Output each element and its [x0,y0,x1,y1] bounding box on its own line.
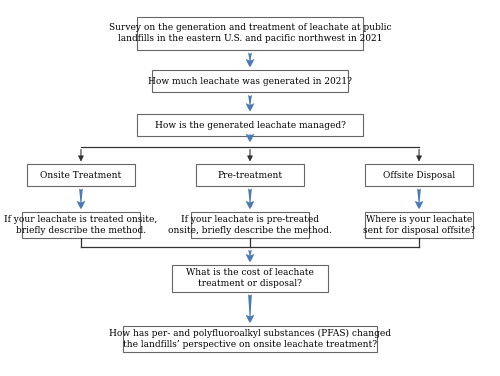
FancyBboxPatch shape [152,70,348,92]
FancyBboxPatch shape [122,326,378,352]
Text: How is the generated leachate managed?: How is the generated leachate managed? [154,121,346,130]
Text: How has per- and polyfluoroalkyl substances (PFAS) changed
the landfills’ perspe: How has per- and polyfluoroalkyl substan… [109,329,391,349]
FancyBboxPatch shape [138,114,362,136]
Text: How much leachate was generated in 2021?: How much leachate was generated in 2021? [148,77,352,86]
Text: Onsite Treatment: Onsite Treatment [40,171,121,180]
Text: Offsite Disposal: Offsite Disposal [383,171,455,180]
FancyBboxPatch shape [365,164,473,186]
FancyBboxPatch shape [22,212,140,238]
FancyBboxPatch shape [138,17,362,50]
FancyBboxPatch shape [196,164,304,186]
Text: Survey on the generation and treatment of leachate at public
landfills in the ea: Survey on the generation and treatment o… [108,23,392,43]
FancyBboxPatch shape [365,212,473,238]
Text: If your leachate is pre-treated
onsite, briefly describe the method.: If your leachate is pre-treated onsite, … [168,215,332,235]
Text: What is the cost of leachate
treatment or disposal?: What is the cost of leachate treatment o… [186,268,314,288]
FancyBboxPatch shape [27,164,135,186]
Text: Where is your leachate
sent for disposal offsite?: Where is your leachate sent for disposal… [363,215,475,235]
Text: If your leachate is treated onsite,
briefly describe the method.: If your leachate is treated onsite, brie… [4,215,158,235]
FancyBboxPatch shape [191,212,309,238]
Text: Pre-treatment: Pre-treatment [218,171,282,180]
FancyBboxPatch shape [172,265,328,291]
